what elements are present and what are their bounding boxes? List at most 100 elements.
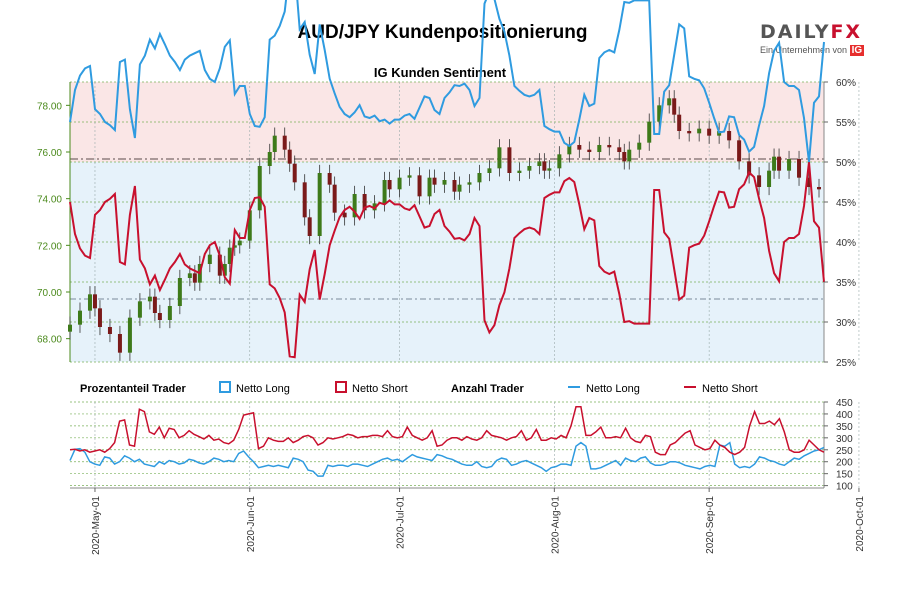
candle-body <box>547 168 552 171</box>
date-axis-ticks: 2020-May-01 2020-Jun-01 2020-Jul-01 2020-Au… <box>91 488 866 555</box>
legend-count-heading: Anzahl Trader <box>451 383 524 395</box>
candle-body <box>247 210 252 241</box>
candle-body <box>207 254 212 264</box>
price-tick-label: 76.00 <box>37 148 62 159</box>
candle-body <box>807 177 812 187</box>
count-tick-label: 350 <box>836 422 853 433</box>
chart-title: AUD/JPY Kundenpositionierung <box>297 22 588 43</box>
logo-tagline: Ein Unternehmen von IG <box>760 45 865 56</box>
legend-pct-short-swatch <box>335 381 347 393</box>
candle-body <box>217 254 222 276</box>
legend-pct-short-label: Netto Short <box>352 383 408 395</box>
count-tick-label: 450 <box>836 398 853 409</box>
pct-axis-ticks: 25% 30% 35% 40% 45% 50% 55% 60% <box>824 78 856 369</box>
candle-body <box>362 194 367 211</box>
candle-body <box>622 152 627 162</box>
candle-body <box>187 273 192 278</box>
candle-body <box>452 180 457 192</box>
candle-body <box>477 173 482 183</box>
legend-pct-long-label: Netto Long <box>236 383 290 395</box>
count-tick-label: 300 <box>836 434 853 445</box>
legend-pct-long-swatch <box>219 381 231 393</box>
candle-body <box>587 149 592 152</box>
pct-tick-label: 50% <box>836 158 856 169</box>
candle-body <box>237 240 242 246</box>
candle-body <box>607 145 612 148</box>
price-tick-label: 72.00 <box>37 241 62 252</box>
candle-body <box>507 147 512 173</box>
legend: Prozentanteil Trader Netto Long Netto Sh… <box>80 381 758 395</box>
candle-body <box>542 161 547 171</box>
count-tick-label: 150 <box>836 470 853 481</box>
count-short-line <box>69 406 825 456</box>
price-tick-label: 78.00 <box>37 101 62 112</box>
candle-body <box>517 170 522 173</box>
candle-body <box>487 168 492 173</box>
candle-body <box>227 247 232 264</box>
pct-long-line <box>69 0 825 163</box>
candle-body <box>287 149 292 164</box>
price-candles <box>68 90 822 361</box>
candle-body <box>467 182 472 185</box>
candle-body <box>97 308 102 327</box>
pct-tick-label: 35% <box>836 278 856 289</box>
candle-body <box>787 159 792 171</box>
candle-body <box>442 180 447 185</box>
candle-body <box>667 98 672 106</box>
candle-body <box>497 147 502 169</box>
date-tick-label: 2020-Sep-01 <box>705 496 716 554</box>
candle-body <box>327 173 332 185</box>
count-tick-label: 100 <box>836 482 853 493</box>
candle-body <box>267 152 272 166</box>
candle-body <box>427 177 432 197</box>
pct-tick-label: 40% <box>836 238 856 249</box>
candle-body <box>152 296 157 313</box>
candle-body <box>317 173 322 236</box>
candle-body <box>747 161 752 176</box>
date-tick-label: 2020-Jun-01 <box>246 496 257 553</box>
candle-body <box>397 177 402 190</box>
candle-body <box>627 149 632 162</box>
candle-body <box>677 114 682 131</box>
date-tick-label: 2020-Oct-01 <box>855 496 866 552</box>
candle-body <box>417 175 422 197</box>
candle-body <box>192 273 197 283</box>
price-tick-label: 70.00 <box>37 288 62 299</box>
candle-body <box>302 182 307 218</box>
legend-count-long-label: Netto Long <box>586 383 640 395</box>
legend-pct-heading: Prozentanteil Trader <box>80 383 186 395</box>
candle-body <box>567 145 572 155</box>
candle-body <box>557 154 562 169</box>
candle-body <box>797 159 802 178</box>
candle-body <box>177 278 182 306</box>
candle-body <box>767 170 772 187</box>
candle-body <box>637 142 642 150</box>
candle-body <box>657 105 662 122</box>
candle-body <box>107 327 112 334</box>
candle-body <box>292 163 297 183</box>
candle-body <box>332 184 337 213</box>
candle-body <box>772 156 777 171</box>
candle-body <box>757 175 762 187</box>
pct-tick-label: 45% <box>836 198 856 209</box>
candle-body <box>697 128 702 134</box>
dailyfx-logo: DAILYFX Ein Unternehmen von IG <box>760 22 870 62</box>
candle-body <box>307 217 312 236</box>
candle-body <box>707 128 712 136</box>
count-tick-label: 250 <box>836 446 853 457</box>
legend-count-short-label: Netto Short <box>702 383 758 395</box>
candle-body <box>232 245 237 248</box>
candle-body <box>647 121 652 143</box>
price-tick-label: 68.00 <box>37 335 62 346</box>
candle-body <box>77 310 82 325</box>
pct-tick-label: 60% <box>836 78 856 89</box>
candle-body <box>777 156 782 171</box>
candle-body <box>117 334 122 353</box>
pct-tick-label: 30% <box>836 318 856 329</box>
candle-body <box>87 294 92 311</box>
candle-body <box>617 147 622 152</box>
candle-body <box>577 145 582 150</box>
count-long-line <box>69 441 825 477</box>
long-zone-background <box>70 162 824 362</box>
